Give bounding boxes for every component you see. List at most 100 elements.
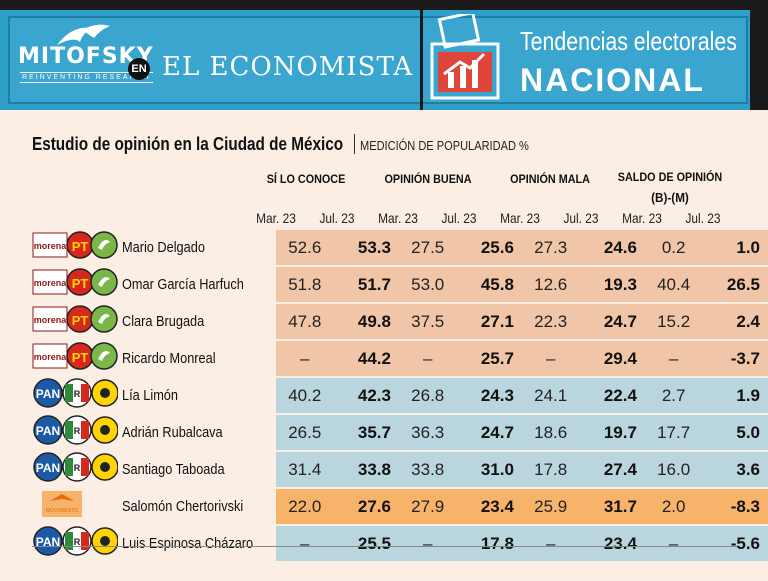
morena-party-logos-icon: morena PT <box>32 342 118 370</box>
data-cell: 45.8 <box>456 266 522 304</box>
svg-text:PT: PT <box>72 276 89 291</box>
chart-subtitle: MEDICIÓN DE POPULARIDAD % <box>360 138 529 153</box>
section-subtitle: NACIONAL <box>520 62 705 98</box>
data-cell: 53.0 <box>398 266 457 304</box>
party-logos: morena PT <box>32 303 120 341</box>
svg-text:PAN: PAN <box>36 535 60 549</box>
group-header-buena: OPINIÓN BUENA <box>384 172 472 186</box>
candidate-name-text: Ricardo Monreal <box>121 350 216 367</box>
svg-text:PAN: PAN <box>36 387 60 401</box>
data-cell: 27.5 <box>398 230 457 267</box>
top-bar <box>0 0 768 10</box>
data-cell: 31.7 <box>579 488 645 526</box>
data-cell: 27.3 <box>521 230 580 267</box>
candidate-name-text: Lía Limón <box>121 387 178 404</box>
data-cell: 33.8 <box>333 451 399 489</box>
table-row: PAN R Adrián Rubalcava 26.5 35.7 36.3 24.7 18.6… <box>32 414 768 452</box>
data-cell: 17.8 <box>521 451 580 489</box>
section-box <box>420 10 753 110</box>
table-bottom-line <box>32 546 737 547</box>
candidate-name-text: Mario Delgado <box>121 239 205 256</box>
candidate-name: Salomón Chertorivski <box>119 488 276 526</box>
data-cell: 24.1 <box>521 377 580 415</box>
table-row: morena PT Ricardo Monreal –44.2–25.7–29.4– -… <box>32 340 768 378</box>
svg-text:PT: PT <box>72 350 89 365</box>
data-cell: 3.6 <box>702 451 768 489</box>
candidate-name: Lía Limón <box>119 377 276 415</box>
data-cell: 18.6 <box>521 414 580 452</box>
data-cell: 25.5 <box>333 525 399 563</box>
period-header: Jul. 23 <box>441 210 477 226</box>
data-cell: 15.2 <box>644 303 703 341</box>
data-cell: 47.8 <box>276 303 334 341</box>
candidate-name-text: Luis Espinosa Cházaro <box>121 535 253 552</box>
table-row: PAN R Santiago Taboada 31.4 33.8 33.8 31.0 17.8… <box>32 451 768 489</box>
data-cell: 1.0 <box>702 230 768 267</box>
table-row: PAN R Lía Limón 40.2 42.3 26.8 24.3 24.1 22.4 2.7… <box>32 377 768 415</box>
group-header-mala: OPINIÓN MALA <box>510 172 590 186</box>
svg-text:morena: morena <box>34 352 68 362</box>
data-cell: 25.9 <box>521 488 580 526</box>
data-cell: – <box>276 525 334 563</box>
section-title: Tendencias electorales <box>520 26 737 56</box>
party-logos: morena PT <box>32 266 120 304</box>
data-cell: 44.2 <box>333 340 399 378</box>
pan-party-logos-icon: PAN R <box>33 452 119 482</box>
period-header: Jul. 23 <box>563 210 599 226</box>
data-cell: 16.0 <box>644 451 703 489</box>
candidate-name: Ricardo Monreal <box>119 340 276 378</box>
period-header: Mar. 23 <box>500 210 540 226</box>
data-cell: 2.4 <box>702 303 768 341</box>
data-cell: 27.1 <box>456 303 522 341</box>
data-cell: 40.2 <box>276 377 334 415</box>
group-header-saldo: SALDO DE OPINIÓN <box>617 170 723 184</box>
data-cell: – <box>644 525 703 563</box>
data-cell: 26.5 <box>702 266 768 304</box>
title-separator <box>354 134 355 154</box>
candidate-name: Mario Delgado <box>119 230 276 267</box>
data-cell: -5.6 <box>702 525 768 563</box>
candidate-name: Adrián Rubalcava <box>119 414 276 452</box>
data-cell: 12.6 <box>521 266 580 304</box>
table-row: MOVIMIENTO Salomón Chertorivski 22.0 27.6 27… <box>32 488 768 526</box>
svg-text:PAN: PAN <box>36 424 60 438</box>
data-cell: 22.4 <box>579 377 645 415</box>
candidate-name: Omar García Harfuch <box>119 266 276 304</box>
mc-party-logos-icon: MOVIMIENTO <box>42 491 82 517</box>
period-header: Mar. 23 <box>256 210 296 226</box>
data-cell: 24.7 <box>456 414 522 452</box>
period-header: Mar. 23 <box>378 210 418 226</box>
svg-text:morena: morena <box>34 241 68 251</box>
chart-title: Estudio de opinión en la Ciudad de Méxic… <box>32 134 344 154</box>
data-cell: – <box>398 340 457 378</box>
group-header-conoce: SÍ LO CONOCE <box>266 172 346 186</box>
candidate-name-text: Omar García Harfuch <box>121 276 244 293</box>
table-row: morena PT Mario Delgado 52.6 53.3 27.5 25.6 27.… <box>32 230 768 267</box>
data-cell: – <box>398 525 457 563</box>
svg-text:PT: PT <box>72 239 89 254</box>
party-logos: PAN R <box>32 525 120 563</box>
morena-party-logos-icon: morena PT <box>32 305 118 333</box>
svg-text:MOVIMIENTO: MOVIMIENTO <box>46 508 78 514</box>
data-cell: 49.8 <box>333 303 399 341</box>
svg-text:R: R <box>74 389 81 399</box>
svg-text:R: R <box>74 537 81 547</box>
party-logos: PAN R <box>32 377 120 415</box>
period-header: Jul. 23 <box>319 210 355 226</box>
candidate-name: Luis Espinosa Cházaro <box>119 525 276 563</box>
data-cell: 31.4 <box>276 451 334 489</box>
svg-text:R: R <box>74 426 81 436</box>
candidate-name: Santiago Taboada <box>119 451 276 489</box>
party-logos: MOVIMIENTO <box>32 488 120 526</box>
data-cell: – <box>276 340 334 378</box>
data-cell: 37.5 <box>398 303 457 341</box>
period-header: Jul. 23 <box>685 210 721 226</box>
data-cell: 0.2 <box>644 230 703 267</box>
data-cell: 25.7 <box>456 340 522 378</box>
right-bar <box>750 10 768 110</box>
data-cell: 17.8 <box>456 525 522 563</box>
data-cell: 22.3 <box>521 303 580 341</box>
data-cell: 33.8 <box>398 451 457 489</box>
data-cell: 31.0 <box>456 451 522 489</box>
pan-party-logos-icon: PAN R <box>33 415 119 445</box>
